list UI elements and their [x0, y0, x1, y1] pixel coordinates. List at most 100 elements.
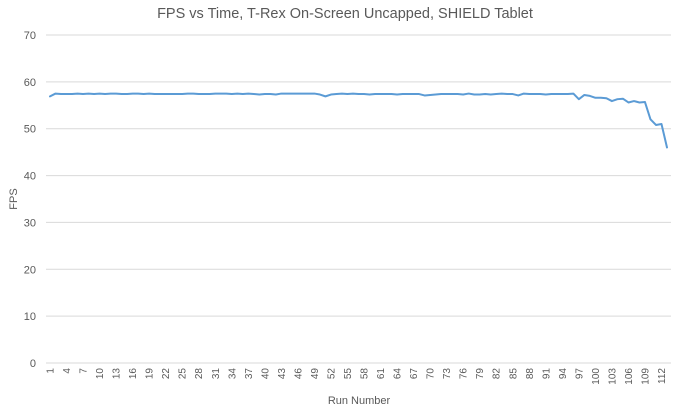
x-tick-label: 49 — [310, 368, 321, 380]
data-point — [484, 93, 486, 95]
data-point — [115, 92, 117, 94]
data-point — [357, 93, 359, 95]
x-tick-label: 112 — [657, 368, 668, 384]
data-point — [198, 93, 200, 95]
data-point — [368, 93, 370, 95]
data-point — [534, 93, 536, 95]
y-tick-label: 0 — [30, 358, 36, 370]
data-point — [578, 98, 580, 100]
x-tick-label: 97 — [574, 368, 585, 380]
data-point — [87, 92, 89, 94]
x-tick-label: 46 — [293, 368, 304, 380]
data-point — [401, 93, 403, 95]
y-tick-label: 20 — [24, 264, 36, 276]
data-point — [589, 95, 591, 97]
x-tick-label: 34 — [227, 368, 238, 380]
x-tick-label: 76 — [459, 368, 470, 380]
x-tick-label: 40 — [260, 368, 271, 380]
x-tick-label: 1 — [46, 368, 57, 374]
data-point — [456, 93, 458, 95]
data-point — [445, 93, 447, 95]
x-axis-title: Run Number — [328, 395, 391, 407]
data-point — [181, 93, 183, 95]
series-layer — [49, 92, 668, 149]
data-point — [638, 101, 640, 103]
x-tick-label: 13 — [112, 368, 123, 380]
data-point — [264, 93, 266, 95]
data-point — [352, 92, 354, 94]
data-point — [280, 92, 282, 94]
data-point — [379, 93, 381, 95]
x-tick-label: 4 — [62, 368, 73, 374]
x-tick-label: 31 — [211, 368, 222, 380]
data-point — [49, 95, 51, 97]
data-point — [594, 97, 596, 99]
data-point — [583, 94, 585, 96]
y-tick-label: 30 — [24, 217, 36, 229]
data-point — [137, 92, 139, 94]
data-point — [258, 93, 260, 95]
data-point — [242, 93, 244, 95]
x-tick-label: 16 — [128, 368, 139, 380]
series-points — [49, 92, 668, 148]
x-tick-label: 28 — [194, 368, 205, 380]
data-point — [126, 93, 128, 95]
x-tick-label: 37 — [244, 368, 255, 380]
data-point — [644, 101, 646, 103]
x-tick-label: 43 — [277, 368, 288, 380]
data-point — [396, 93, 398, 95]
y-tick-label: 70 — [24, 30, 36, 42]
data-point — [418, 93, 420, 95]
data-point — [666, 146, 668, 148]
x-tick-label: 70 — [426, 368, 437, 380]
data-point — [423, 94, 425, 96]
x-tick-label: 82 — [492, 368, 503, 380]
data-point — [142, 93, 144, 95]
x-tick-label: 103 — [607, 368, 618, 385]
data-point — [82, 93, 84, 95]
data-point — [363, 93, 365, 95]
data-point — [98, 92, 100, 94]
data-point — [528, 93, 530, 95]
x-tick-label: 91 — [541, 368, 552, 380]
x-tick-label: 88 — [525, 368, 536, 380]
data-point — [390, 93, 392, 95]
data-point — [517, 94, 519, 96]
data-point — [302, 92, 304, 94]
data-point — [385, 93, 387, 95]
data-point — [159, 93, 161, 95]
x-tick-label: 106 — [624, 368, 635, 385]
data-point — [225, 92, 227, 94]
data-point — [539, 93, 541, 95]
x-tick-label: 25 — [178, 368, 189, 380]
data-point — [434, 93, 436, 95]
x-tick-label: 19 — [145, 368, 156, 380]
data-point — [104, 93, 106, 95]
x-tick-label: 67 — [409, 368, 420, 380]
data-point — [220, 92, 222, 94]
data-point — [76, 92, 78, 94]
data-point — [65, 93, 67, 95]
data-point — [313, 92, 315, 94]
x-tick-label: 94 — [558, 368, 569, 380]
data-point — [209, 93, 211, 95]
x-tick-label: 73 — [442, 368, 453, 380]
data-point — [170, 93, 172, 95]
data-point — [247, 92, 249, 94]
data-point — [341, 92, 343, 94]
data-point — [462, 93, 464, 95]
data-point — [545, 93, 547, 95]
data-point — [407, 93, 409, 95]
data-point — [567, 93, 569, 95]
data-point — [346, 93, 348, 95]
data-point — [71, 93, 73, 95]
data-point — [335, 93, 337, 95]
data-point — [131, 92, 133, 94]
data-point — [93, 93, 95, 95]
data-point — [231, 93, 233, 95]
x-tick-label: 7 — [79, 368, 90, 374]
data-point — [109, 92, 111, 94]
data-point — [187, 92, 189, 94]
data-point — [660, 123, 662, 125]
